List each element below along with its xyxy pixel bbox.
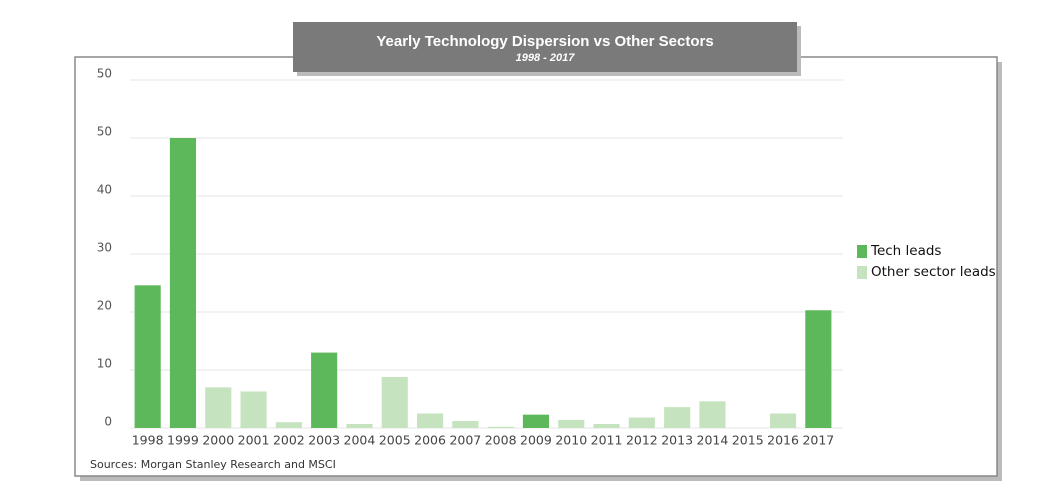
bar [769,413,797,428]
bar [452,421,479,428]
x-tick-label: 2002 [273,433,305,448]
bar [699,401,726,428]
bar [240,391,267,428]
y-tick-label: 50 [97,125,112,139]
legend-label: Other sector leads [871,264,996,280]
x-tick-label: 2011 [591,433,623,448]
bar [205,387,232,428]
x-tick-label: 2001 [238,433,270,448]
bar [169,138,197,428]
x-tick-label: 2008 [485,433,517,448]
x-tick-label: 1999 [167,433,199,448]
x-tick-label: 2015 [732,433,764,448]
x-tick-label: 1998 [132,433,164,448]
x-tick-label: 2012 [626,433,658,448]
x-tick-label: 2005 [379,433,411,448]
chart-title: Yearly Technology Dispersion vs Other Se… [376,33,713,50]
y-tick-label: 0 [104,415,112,429]
legend-label: Tech leads [870,243,941,259]
y-tick-label: 50 [97,67,112,81]
x-tick-label: 2013 [661,433,693,448]
bar [346,423,373,428]
bar [416,413,444,428]
x-tick-label: 2000 [202,433,234,448]
bar [522,414,550,428]
x-tick-label: 2014 [697,433,729,448]
bar [593,423,620,428]
legend-swatch [857,266,867,279]
x-tick-label: 2017 [802,433,834,448]
x-tick-label: 2007 [449,433,481,448]
x-tick-label: 2006 [414,433,446,448]
bar [805,310,832,428]
bar [558,419,585,428]
x-tick-label: 2016 [767,433,799,448]
chart-subtitle: 1998 - 2017 [516,52,576,64]
bar [628,417,655,428]
x-tick-label: 2004 [344,433,376,448]
x-tick-label: 2010 [555,433,587,448]
x-tick-label: 2009 [520,433,552,448]
bar [134,285,161,428]
x-tick-label: 2003 [308,433,340,448]
bar [664,407,691,428]
bar [487,426,514,428]
source-note: Sources: Morgan Stanley Research and MSC… [90,458,336,471]
bar [381,376,408,428]
y-tick-label: 30 [97,241,112,255]
y-tick-label: 20 [97,299,112,313]
bar [275,422,302,428]
y-tick-label: 40 [97,183,112,197]
bar [311,352,338,428]
y-tick-label: 10 [97,357,112,371]
title-box [293,22,797,72]
legend-swatch [857,245,867,258]
